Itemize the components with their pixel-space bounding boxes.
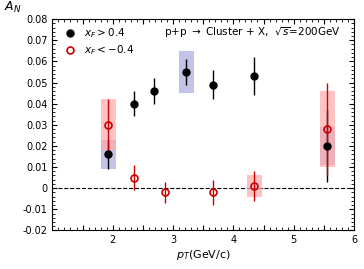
Bar: [320, 127, 335, 165]
Bar: [101, 100, 116, 150]
Y-axis label: $A_N$: $A_N$: [4, 0, 22, 15]
Bar: [247, 175, 262, 197]
Text: p+p $\rightarrow$ Cluster + X,  $\sqrt{s}$=200GeV: p+p $\rightarrow$ Cluster + X, $\sqrt{s}…: [164, 26, 341, 40]
Bar: [320, 91, 335, 167]
X-axis label: $p_T$(GeV/c): $p_T$(GeV/c): [176, 248, 231, 262]
Legend: $x_F > 0.4$, $x_F < -0.4$: $x_F > 0.4$, $x_F < -0.4$: [58, 24, 136, 59]
Bar: [101, 140, 116, 169]
Bar: [179, 51, 194, 93]
